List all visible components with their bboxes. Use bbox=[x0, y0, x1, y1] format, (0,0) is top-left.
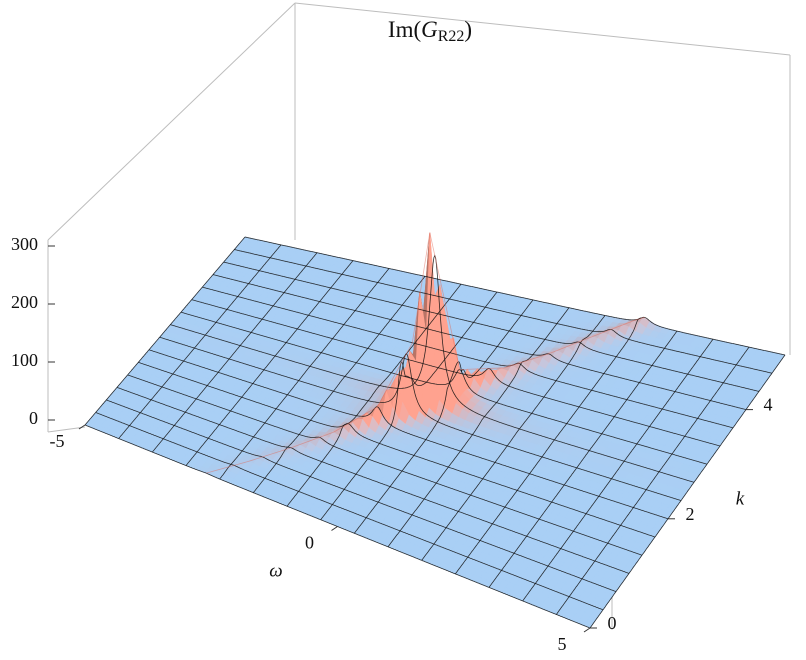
y-tick-label: 2 bbox=[686, 504, 695, 524]
x-tick-label: -5 bbox=[50, 431, 65, 451]
box-edge bbox=[47, 426, 86, 433]
z-tick-label: 300 bbox=[11, 234, 38, 254]
chart-title: Im(GR22) bbox=[388, 17, 472, 44]
y-tick-label: 0 bbox=[608, 613, 617, 633]
y-tick-label: 4 bbox=[764, 395, 773, 415]
x-tick bbox=[331, 526, 338, 531]
box-edge bbox=[294, 2, 791, 56]
box-edge bbox=[47, 2, 296, 241]
x-axis-label: ω bbox=[269, 560, 282, 581]
z-tick-label: 200 bbox=[11, 292, 38, 312]
surface bbox=[84, 232, 786, 629]
z-tick-label: 0 bbox=[29, 408, 38, 428]
title-subscript: R22 bbox=[438, 28, 465, 45]
x-tick-label: 0 bbox=[305, 533, 314, 553]
x-tick bbox=[583, 627, 591, 633]
x-tick-label: 5 bbox=[558, 634, 567, 654]
title-part: Im( bbox=[388, 17, 421, 42]
title-part: G bbox=[421, 17, 438, 42]
z-tick-label: 100 bbox=[11, 350, 38, 370]
y-axis-label: k bbox=[736, 488, 745, 509]
title-part: ) bbox=[464, 17, 472, 42]
